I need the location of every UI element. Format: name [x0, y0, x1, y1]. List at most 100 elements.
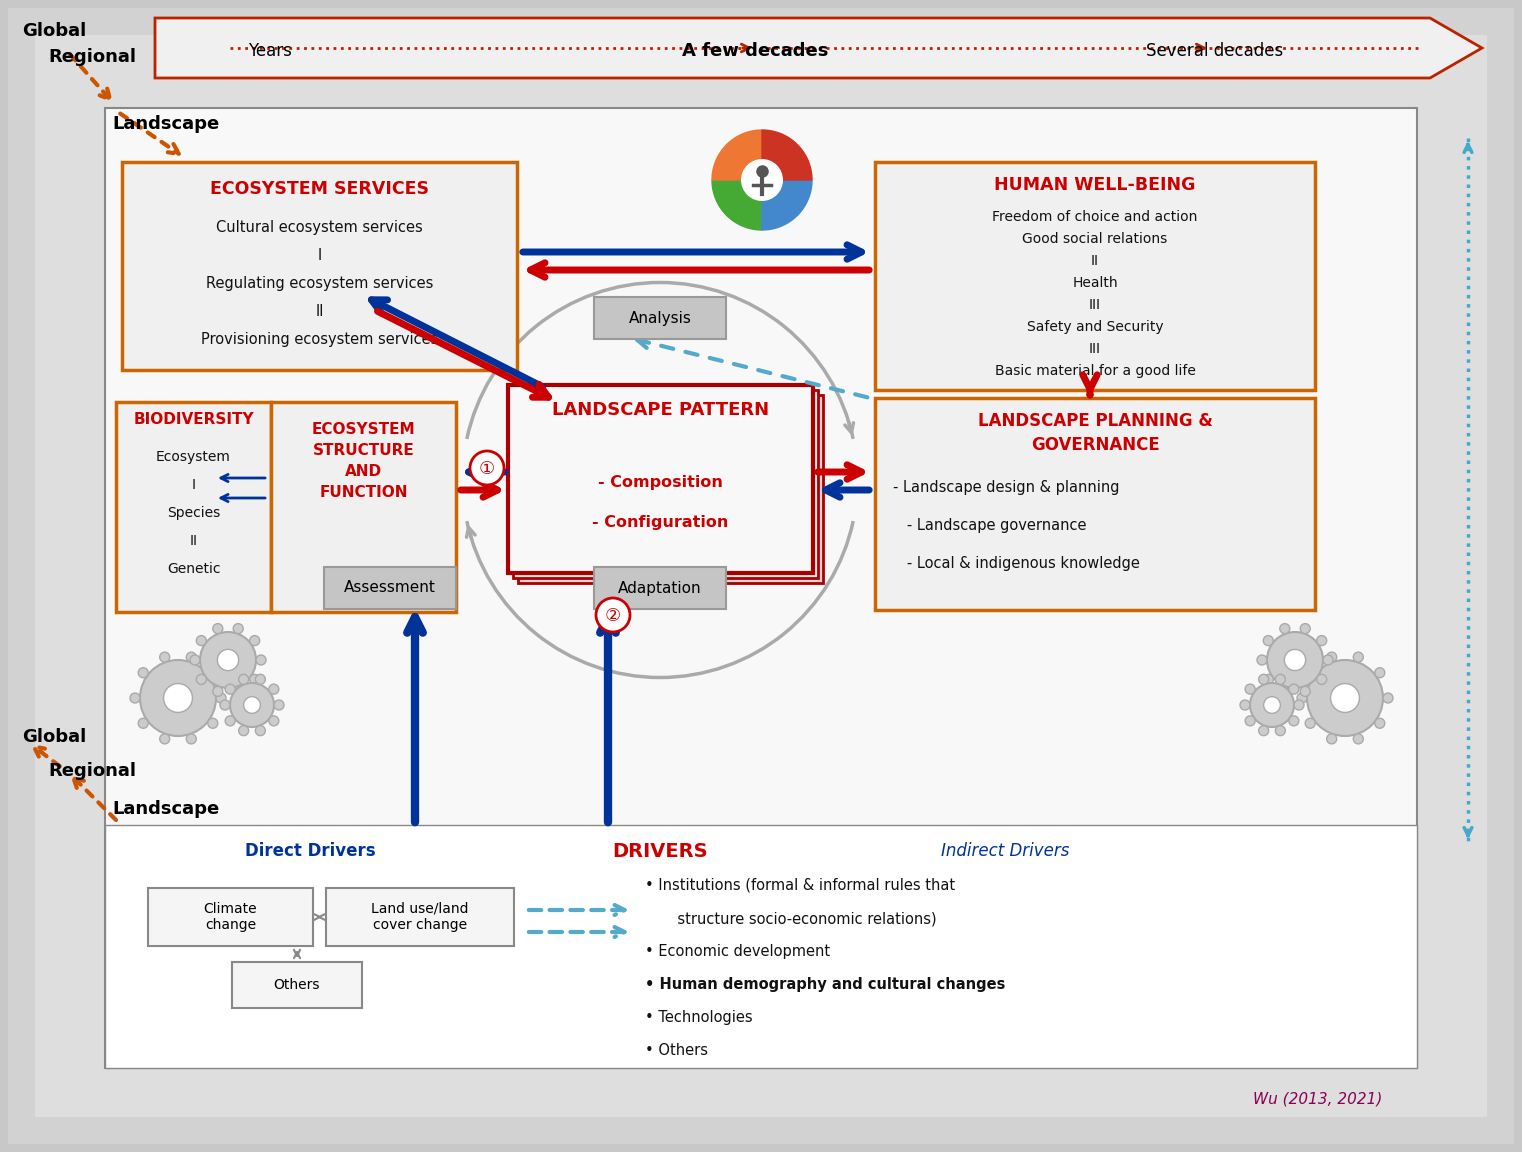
Polygon shape [712, 180, 763, 230]
Circle shape [140, 660, 216, 736]
Bar [148, 888, 314, 946]
Text: Landscape: Landscape [113, 115, 219, 132]
Circle shape [1323, 655, 1333, 665]
Circle shape [269, 715, 279, 726]
Circle shape [160, 734, 170, 744]
Polygon shape [712, 130, 763, 180]
Polygon shape [155, 18, 1482, 78]
Circle shape [1317, 636, 1327, 645]
Text: Regulating ecosystem services: Regulating ecosystem services [205, 276, 434, 291]
Text: Provisioning ecosystem services: Provisioning ecosystem services [201, 332, 438, 347]
Bar [326, 888, 514, 946]
Text: - Landscape design & planning: - Landscape design & planning [893, 480, 1120, 495]
Text: Several decades: Several decades [1146, 41, 1283, 60]
Text: - Configuration: - Configuration [592, 515, 729, 530]
Circle shape [1306, 668, 1315, 677]
Text: Freedom of choice and action: Freedom of choice and action [992, 210, 1198, 223]
Text: • Others: • Others [645, 1043, 708, 1058]
Circle shape [1327, 734, 1336, 744]
Text: BIODIVERSITY: BIODIVERSITY [134, 412, 254, 427]
Text: Adaptation: Adaptation [618, 581, 702, 596]
Text: - Composition: - Composition [598, 475, 723, 490]
Bar [508, 385, 813, 573]
Text: III: III [1090, 298, 1100, 312]
Circle shape [1307, 660, 1383, 736]
Bar [875, 397, 1315, 611]
Circle shape [1245, 684, 1256, 695]
Text: I: I [318, 248, 321, 263]
Circle shape [199, 632, 256, 688]
Circle shape [216, 694, 225, 703]
Circle shape [1294, 700, 1304, 710]
Circle shape [1257, 655, 1266, 665]
Text: - Local & indigenous knowledge: - Local & indigenous knowledge [893, 556, 1140, 571]
Circle shape [1300, 687, 1310, 697]
Text: Regional: Regional [49, 48, 135, 66]
Circle shape [1327, 652, 1336, 662]
Text: II: II [1091, 253, 1099, 268]
Circle shape [139, 668, 148, 677]
Circle shape [1353, 734, 1364, 744]
Circle shape [186, 652, 196, 662]
Circle shape [233, 623, 244, 634]
Circle shape [1330, 683, 1359, 712]
Text: Species: Species [167, 506, 221, 520]
Bar [517, 395, 823, 583]
Circle shape [1289, 715, 1298, 726]
Circle shape [1306, 719, 1315, 728]
Text: I: I [192, 478, 195, 492]
Text: Analysis: Analysis [629, 311, 691, 326]
Text: Land use/land
cover change: Land use/land cover change [371, 902, 469, 932]
Circle shape [209, 719, 218, 728]
Circle shape [1259, 674, 1269, 684]
Circle shape [230, 683, 274, 727]
Text: Landscape: Landscape [113, 799, 219, 818]
Bar [105, 825, 1417, 1068]
Circle shape [1250, 683, 1294, 727]
Text: Health: Health [1071, 276, 1117, 290]
Circle shape [139, 719, 148, 728]
Bar [105, 108, 1417, 1068]
Text: Climate
change: Climate change [204, 902, 257, 932]
Bar [231, 962, 362, 1008]
Circle shape [1280, 623, 1289, 634]
Text: III: III [1090, 342, 1100, 356]
Bar [594, 297, 726, 339]
Circle shape [1285, 650, 1306, 670]
Text: Basic material for a good life: Basic material for a good life [994, 364, 1195, 378]
Circle shape [470, 450, 504, 485]
Circle shape [186, 734, 196, 744]
Text: structure socio-economic relations): structure socio-economic relations) [645, 911, 936, 926]
Text: II: II [315, 304, 324, 319]
Circle shape [1289, 684, 1298, 695]
Circle shape [1297, 694, 1307, 703]
Circle shape [225, 684, 236, 695]
Circle shape [250, 674, 260, 684]
Bar [875, 162, 1315, 391]
Text: Regional: Regional [49, 761, 135, 780]
Circle shape [274, 700, 285, 710]
Circle shape [1263, 674, 1274, 684]
Circle shape [1374, 719, 1385, 728]
Text: Indirect Drivers: Indirect Drivers [941, 842, 1068, 861]
Text: Global: Global [21, 728, 87, 746]
Text: HUMAN WELL-BEING: HUMAN WELL-BEING [994, 176, 1196, 194]
Text: Safety and Security: Safety and Security [1027, 320, 1163, 334]
Circle shape [239, 726, 248, 736]
Text: - Landscape governance: - Landscape governance [893, 518, 1087, 533]
Circle shape [233, 687, 244, 697]
Circle shape [213, 623, 222, 634]
Circle shape [129, 694, 140, 703]
Circle shape [1259, 726, 1269, 736]
Bar [116, 402, 271, 612]
Text: LANDSCAPE PATTERN: LANDSCAPE PATTERN [552, 401, 769, 419]
Circle shape [256, 674, 265, 684]
Circle shape [221, 700, 230, 710]
Circle shape [1275, 726, 1286, 736]
Circle shape [196, 674, 207, 684]
Circle shape [213, 687, 222, 697]
Circle shape [209, 668, 218, 677]
Circle shape [1317, 674, 1327, 684]
Circle shape [256, 655, 266, 665]
Bar [513, 391, 817, 578]
